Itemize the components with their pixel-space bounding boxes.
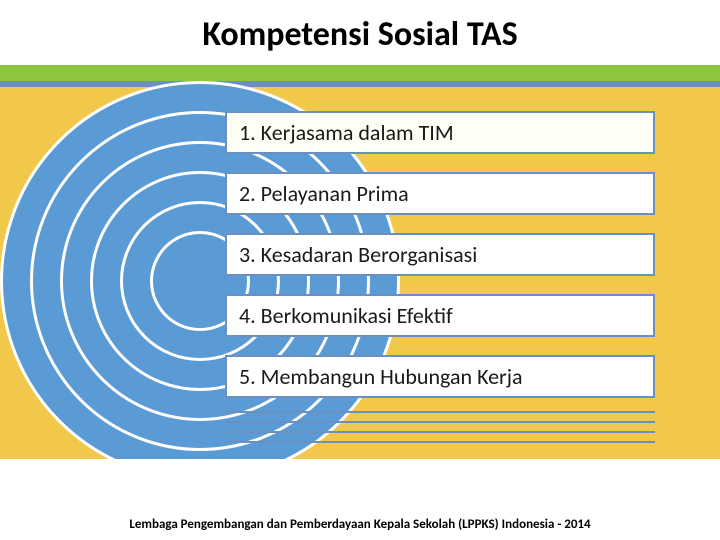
green-accent-bar bbox=[0, 65, 720, 81]
list-item-1: 1. Kerjasama dalam TIM bbox=[225, 111, 655, 154]
footer-text: Lembaga Pengembangan dan Pemberdayaan Ke… bbox=[0, 509, 720, 540]
item-list: 1. Kerjasama dalam TIM 2. Pelayanan Prima… bbox=[225, 111, 655, 398]
page-title: Kompetensi Sosial TAS bbox=[0, 0, 720, 65]
list-item-4: 4. Berkomunikasi Efektif bbox=[225, 294, 655, 337]
decorative-line-3 bbox=[225, 431, 655, 433]
decorative-line-2 bbox=[225, 421, 655, 423]
header: Kompetensi Sosial TAS bbox=[0, 0, 720, 81]
decorative-lines bbox=[225, 411, 655, 451]
content-area: 1. Kerjasama dalam TIM 2. Pelayanan Prima… bbox=[0, 81, 720, 459]
list-item-3: 3. Kesadaran Berorganisasi bbox=[225, 233, 655, 276]
decorative-line-1 bbox=[225, 411, 655, 413]
list-item-2: 2. Pelayanan Prima bbox=[225, 172, 655, 215]
decorative-line-4 bbox=[225, 441, 655, 443]
list-item-5: 5. Membangun Hubungan Kerja bbox=[225, 355, 655, 398]
